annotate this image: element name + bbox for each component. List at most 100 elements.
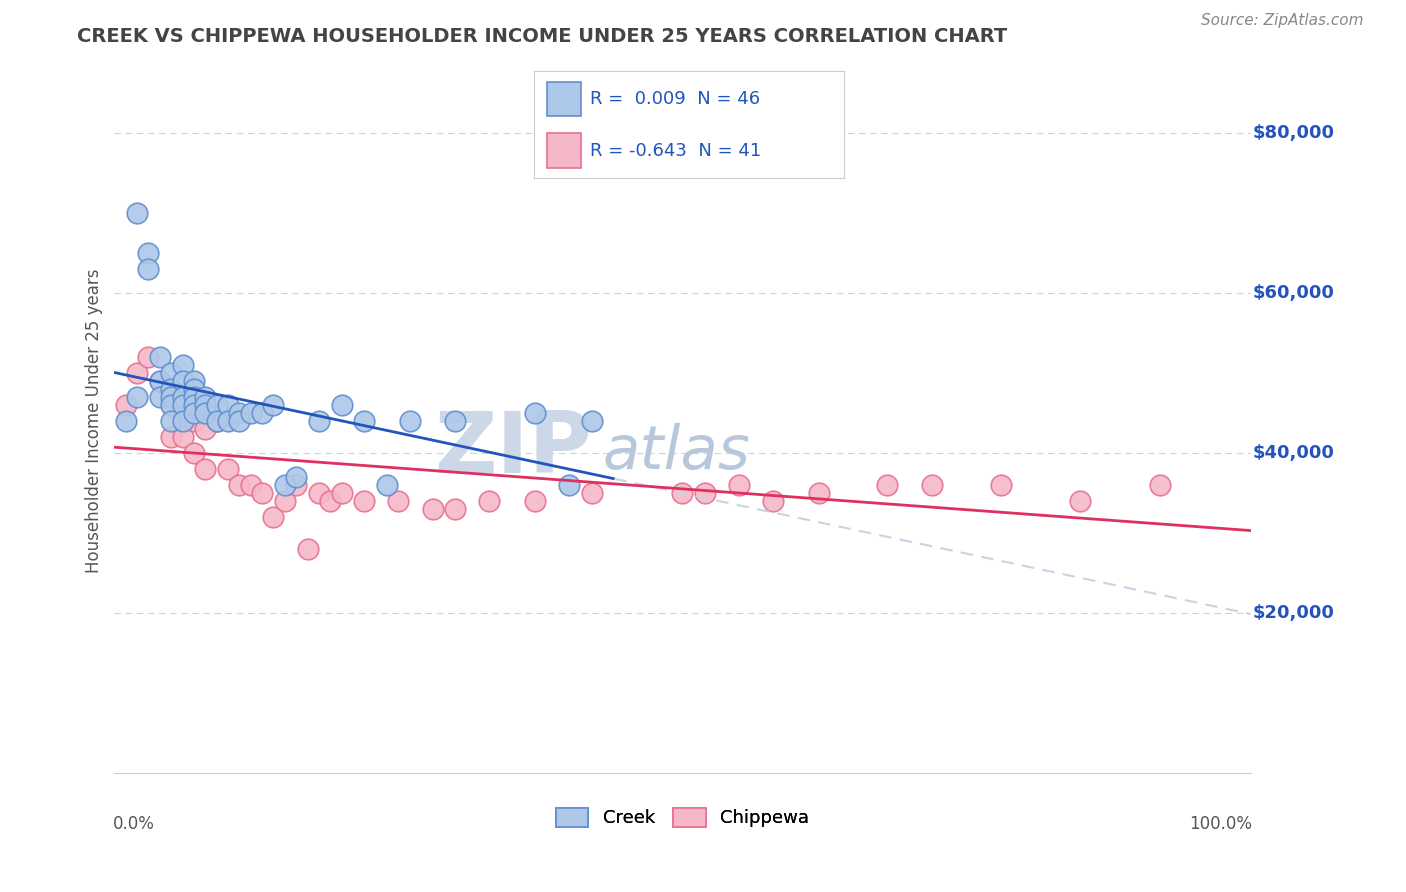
Point	[228, 406, 250, 420]
Point	[205, 398, 228, 412]
Point	[149, 374, 172, 388]
Point	[581, 486, 603, 500]
Point	[444, 502, 467, 516]
Point	[478, 494, 501, 508]
Text: ZIP: ZIP	[434, 408, 592, 491]
Point	[422, 502, 444, 516]
Point	[523, 406, 546, 420]
Point	[172, 430, 194, 444]
Point	[172, 358, 194, 372]
Point	[353, 494, 375, 508]
Point	[194, 406, 217, 420]
Point	[250, 486, 273, 500]
Point	[990, 478, 1012, 492]
Point	[183, 414, 205, 428]
Point	[523, 494, 546, 508]
Text: $40,000: $40,000	[1253, 444, 1334, 462]
Point	[127, 205, 149, 219]
Point	[1149, 478, 1171, 492]
Point	[205, 414, 228, 428]
Point	[114, 414, 136, 428]
Point	[274, 478, 297, 492]
Text: CREEK VS CHIPPEWA HOUSEHOLDER INCOME UNDER 25 YEARS CORRELATION CHART: CREEK VS CHIPPEWA HOUSEHOLDER INCOME UND…	[77, 27, 1008, 45]
Point	[183, 406, 205, 420]
Point	[160, 366, 183, 380]
Point	[114, 398, 136, 412]
Point	[160, 382, 183, 396]
Point	[217, 398, 239, 412]
Point	[138, 245, 160, 260]
Point	[172, 390, 194, 404]
Text: $80,000: $80,000	[1253, 124, 1334, 142]
Text: $60,000: $60,000	[1253, 284, 1334, 301]
Point	[194, 462, 217, 476]
Point	[308, 486, 330, 500]
Text: Source: ZipAtlas.com: Source: ZipAtlas.com	[1201, 13, 1364, 29]
Point	[172, 414, 194, 428]
Point	[297, 541, 319, 556]
Point	[138, 350, 160, 364]
Point	[274, 494, 297, 508]
Point	[330, 486, 353, 500]
Point	[160, 390, 183, 404]
Point	[183, 446, 205, 460]
Point	[194, 398, 217, 412]
Point	[160, 398, 183, 412]
Point	[239, 478, 262, 492]
Point	[581, 414, 603, 428]
Point	[160, 398, 183, 412]
Point	[285, 470, 308, 484]
FancyBboxPatch shape	[547, 82, 581, 116]
Point	[398, 414, 420, 428]
Point	[671, 486, 693, 500]
Point	[217, 462, 239, 476]
Point	[1069, 494, 1091, 508]
Point	[149, 390, 172, 404]
Text: $20,000: $20,000	[1253, 604, 1334, 622]
Text: R =  0.009  N = 46: R = 0.009 N = 46	[591, 90, 761, 108]
Point	[558, 478, 581, 492]
Point	[263, 510, 285, 524]
Point	[149, 350, 172, 364]
Point	[160, 414, 183, 428]
Point	[127, 366, 149, 380]
Legend: Creek, Chippewa: Creek, Chippewa	[548, 801, 817, 835]
Point	[138, 261, 160, 276]
Text: R = -0.643  N = 41: R = -0.643 N = 41	[591, 142, 761, 160]
Point	[762, 494, 785, 508]
Point	[807, 486, 830, 500]
Point	[183, 398, 205, 412]
Point	[353, 414, 375, 428]
Point	[319, 494, 342, 508]
Point	[194, 390, 217, 404]
Point	[308, 414, 330, 428]
Point	[285, 478, 308, 492]
Point	[250, 406, 273, 420]
Point	[239, 406, 262, 420]
Point	[695, 486, 717, 500]
Point	[183, 382, 205, 396]
Text: 100.0%: 100.0%	[1188, 815, 1251, 833]
Point	[728, 478, 751, 492]
Point	[172, 398, 194, 412]
Point	[183, 390, 205, 404]
Point	[375, 478, 398, 492]
Point	[183, 374, 205, 388]
Point	[205, 414, 228, 428]
Point	[330, 398, 353, 412]
Point	[172, 390, 194, 404]
Point	[876, 478, 898, 492]
Y-axis label: Householder Income Under 25 years: Householder Income Under 25 years	[86, 268, 103, 573]
Point	[228, 478, 250, 492]
Point	[387, 494, 409, 508]
Point	[194, 422, 217, 436]
Point	[172, 374, 194, 388]
Point	[149, 374, 172, 388]
Point	[228, 414, 250, 428]
Point	[921, 478, 943, 492]
Point	[444, 414, 467, 428]
Text: atlas: atlas	[603, 423, 751, 482]
FancyBboxPatch shape	[547, 134, 581, 168]
Text: 0.0%: 0.0%	[114, 815, 155, 833]
Point	[127, 390, 149, 404]
